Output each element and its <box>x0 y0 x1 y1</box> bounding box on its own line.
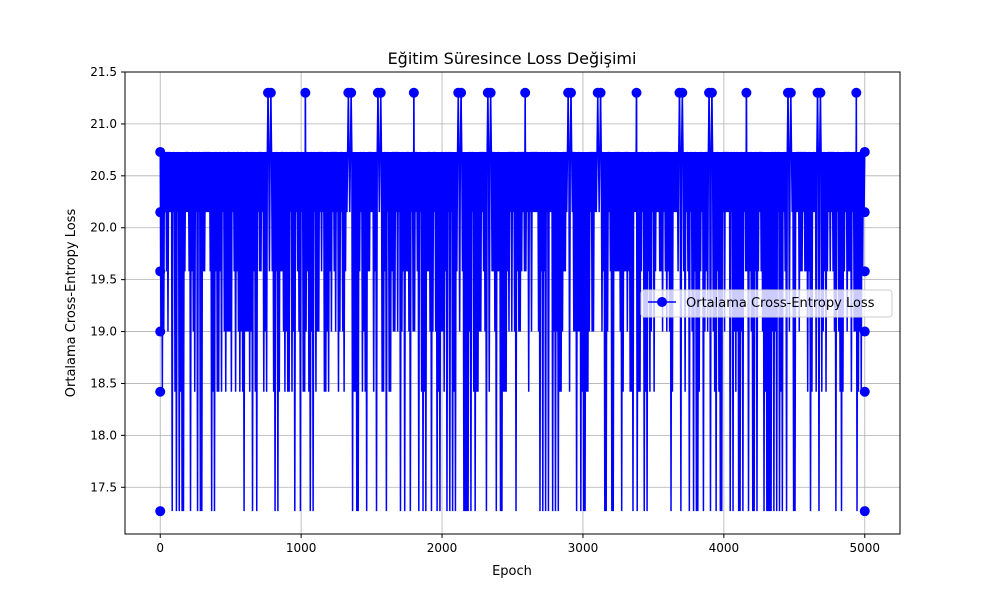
axes-frame <box>124 71 901 535</box>
peak-marker <box>677 87 688 98</box>
y-tick-label: 18.5 <box>90 376 117 390</box>
peak-marker <box>631 87 642 98</box>
data-point-marker <box>859 266 870 277</box>
y-tick-label: 18.0 <box>90 428 117 442</box>
data-point-marker <box>859 386 870 397</box>
y-tick-label: 21.0 <box>90 117 117 131</box>
peak-marker <box>265 87 276 98</box>
loss-series-line <box>159 92 866 512</box>
peak-marker <box>815 87 826 98</box>
y-tick-label: 21.5 <box>90 65 117 79</box>
x-tick-label: 1000 <box>286 541 317 555</box>
data-point-marker <box>859 506 870 517</box>
data-point-marker <box>155 146 166 157</box>
peak-marker <box>408 87 419 98</box>
y-tick-label: 20.5 <box>90 169 117 183</box>
y-axis-label: Ortalama Cross-Entropy Loss <box>64 209 79 398</box>
y-axis-ticks: 17.5 18.0 18.5 19.0 19.5 20.0 20.5 21.0 21.5 <box>90 65 125 494</box>
y-tick-label: 20.0 <box>90 221 117 235</box>
peak-marker <box>346 87 357 98</box>
legend-box <box>640 289 893 318</box>
peak-marker <box>595 87 606 98</box>
x-tick-label: 2000 <box>427 541 458 555</box>
legend-label: Ortalama Cross-Entropy Loss <box>686 296 875 311</box>
x-tick-label: 0 <box>156 541 164 555</box>
legend-marker-swatch <box>657 297 667 307</box>
data-point-marker <box>859 207 870 218</box>
chart-title: Eğitim Süresince Loss Değişimi <box>388 49 637 68</box>
peak-marker <box>851 87 862 98</box>
data-point-marker <box>155 326 166 337</box>
peak-marker <box>520 87 531 98</box>
peak-marker <box>485 87 496 98</box>
peak-marker <box>706 87 717 98</box>
data-point-marker <box>859 146 870 157</box>
x-tick-label: 5000 <box>849 541 880 555</box>
legend: Ortalama Cross-Entropy Loss <box>640 289 893 318</box>
plot-area <box>155 87 870 517</box>
peak-marker <box>456 87 467 98</box>
y-tick-label: 19.5 <box>90 273 117 287</box>
data-point-marker <box>155 386 166 397</box>
y-tick-label: 19.0 <box>90 325 117 339</box>
data-point-marker <box>155 506 166 517</box>
peak-marker <box>375 87 386 98</box>
peak-marker <box>300 87 311 98</box>
peak-marker <box>741 87 752 98</box>
y-tick-label: 17.5 <box>90 480 117 494</box>
data-point-marker <box>155 266 166 277</box>
data-point-marker <box>155 207 166 218</box>
x-tick-label: 4000 <box>709 541 740 555</box>
peak-marker <box>785 87 796 98</box>
x-tick-label: 3000 <box>568 541 599 555</box>
data-point-marker <box>859 326 870 337</box>
x-axis-ticks: 0 1000 2000 3000 4000 5000 <box>156 534 880 555</box>
x-axis-label: Epoch <box>492 564 532 579</box>
peak-marker <box>565 87 576 98</box>
